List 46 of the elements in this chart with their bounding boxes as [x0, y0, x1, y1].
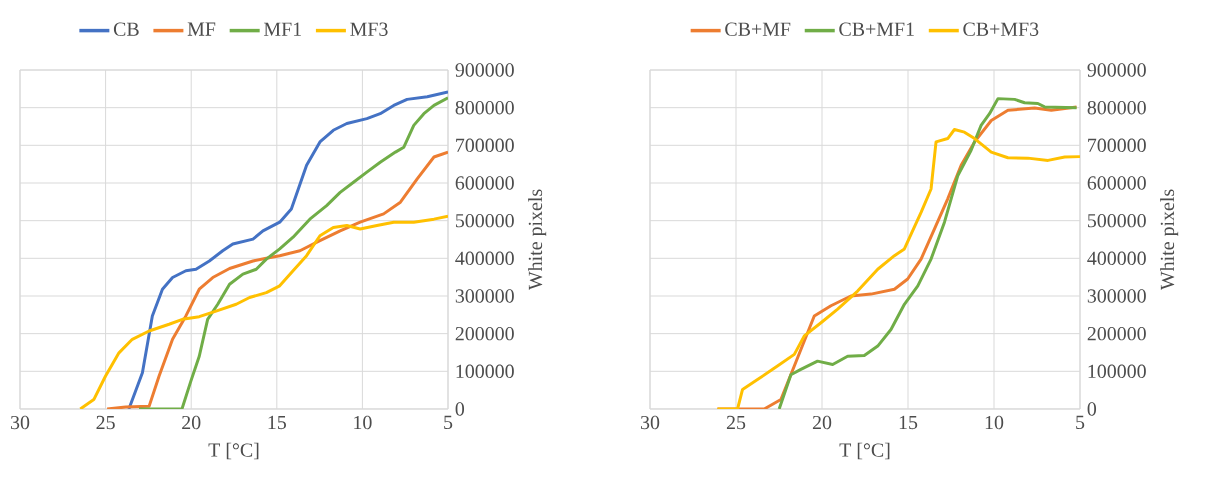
y-tick-label: 0 [455, 402, 465, 416]
legend-label: MF1 [263, 22, 301, 36]
x-tick-label: 25 [96, 415, 115, 430]
y-tick-label: 200000 [455, 326, 514, 341]
legend-label: MF [187, 22, 216, 36]
x-tick-label: 15 [899, 415, 918, 430]
x-tick-label: 5 [444, 415, 453, 430]
x-tick-label: 25 [726, 415, 746, 430]
y-axis-title: White pixels [1160, 189, 1179, 291]
y-axis-title: White pixels [528, 189, 547, 291]
x-tick-label: 30 [11, 415, 30, 430]
legend-label: CB+MF3 [963, 22, 1039, 36]
legend-label: CB+MF [725, 22, 791, 36]
x-axis-title: T [°C] [208, 442, 259, 460]
x-tick-label: 30 [641, 415, 660, 430]
x-tick-label: 15 [268, 415, 286, 430]
x-tick-label: 10 [354, 415, 372, 430]
x-tick-label: 10 [985, 415, 1004, 430]
x-axis-title: T [°C] [839, 442, 890, 460]
y-tick-label: 300000 [455, 289, 514, 303]
x-tick-label: 20 [812, 415, 832, 430]
y-tick-label: 600000 [1087, 176, 1146, 190]
y-tick-label: 600000 [455, 176, 514, 190]
line-series [777, 97, 1079, 409]
line-series [105, 150, 448, 409]
y-tick-label: 300000 [1087, 289, 1146, 303]
y-tick-label: 0 [1087, 402, 1097, 416]
y-tick-label: 800000 [1087, 100, 1146, 115]
y-tick-label: 200000 [1087, 326, 1146, 341]
line-series [78, 214, 448, 409]
legend-label: CB+MF1 [839, 22, 914, 36]
legend-label: MF3 [350, 22, 388, 36]
y-tick-label: 500000 [1088, 213, 1146, 228]
y-tick-label: 900000 [1087, 63, 1146, 77]
y-tick-label: 100000 [456, 364, 514, 379]
y-tick-label: 900000 [455, 63, 514, 77]
y-tick-label: 700000 [456, 138, 514, 153]
y-tick-label: 100000 [1088, 364, 1146, 379]
x-tick-label: 5 [1076, 415, 1085, 430]
y-tick-label: 500000 [456, 213, 514, 228]
x-tick-label: 20 [182, 415, 201, 430]
y-tick-label: 800000 [455, 100, 514, 115]
y-tick-label: 700000 [1088, 138, 1146, 153]
y-tick-label: 400000 [1087, 251, 1146, 266]
legend-label: CB [113, 22, 139, 36]
y-tick-label: 400000 [455, 251, 514, 266]
